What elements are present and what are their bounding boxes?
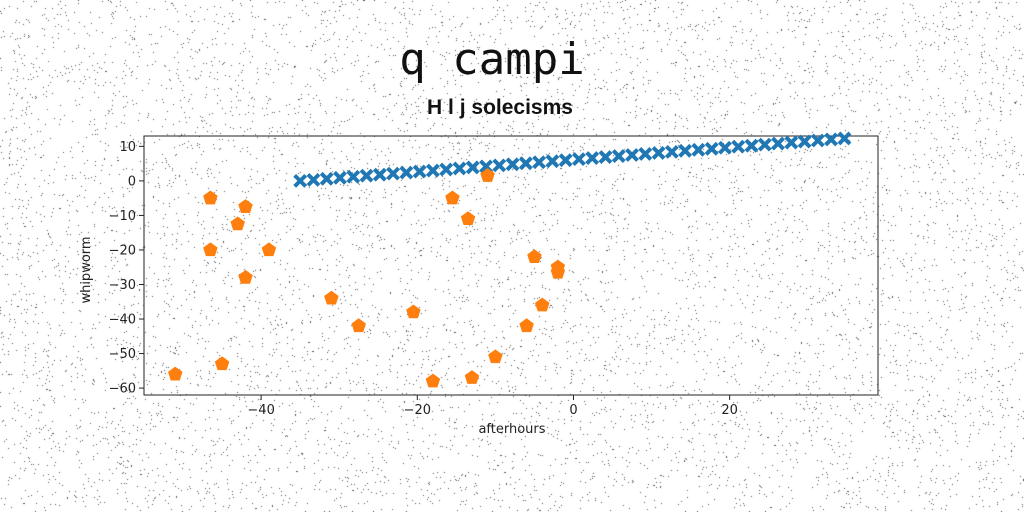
pentagon-marker-point [550, 264, 566, 279]
x-marker-point [704, 141, 719, 156]
x-marker-point [572, 152, 586, 167]
x-marker-point [545, 154, 560, 169]
x-marker-point [678, 143, 693, 158]
data-marks [167, 131, 852, 388]
x-marker-point [625, 148, 639, 162]
x-marker-point [598, 150, 613, 164]
chart-subtitle: H l j solecisms [427, 96, 573, 119]
x-marker-point [784, 135, 799, 150]
axis-ticks: −40 −20 0 20 10 0 −10 −20 −30 −40 −50 −60 [109, 140, 738, 418]
pentagon-marker-point [351, 318, 366, 333]
x-tick-label: 0 [569, 403, 577, 418]
y-tick-label: 0 [128, 174, 136, 189]
y-tick-label: −10 [109, 209, 136, 224]
pentagon-marker-point [425, 373, 441, 388]
pentagon-marker-point [203, 190, 218, 205]
x-marker-point [824, 132, 839, 147]
plot-frame [143, 135, 879, 396]
pentagon-marker-point [261, 242, 277, 257]
chart-title: q campi [399, 34, 584, 85]
y-axis-label: whipworm [79, 236, 94, 303]
x-marker-point [372, 167, 387, 182]
x-marker-point [691, 142, 706, 157]
pentagon-marker-point [527, 249, 542, 264]
x-marker-point [333, 170, 347, 185]
pentagon-marker-point [324, 290, 339, 305]
x-marker-point [452, 161, 467, 176]
x-marker-point [771, 136, 785, 151]
pentagon-marker-point [238, 199, 253, 213]
x-marker-point [426, 163, 440, 178]
x-marker-point [399, 165, 414, 180]
plot-area: −40 −20 0 20 10 0 −10 −20 −30 −40 −50 −60 [109, 131, 879, 418]
pentagon-marker-point [534, 297, 550, 312]
pentagon-marker-point [519, 318, 534, 333]
x-marker-point [810, 133, 825, 148]
x-marker-point [346, 169, 361, 184]
x-marker-point [837, 131, 852, 146]
y-tick-label: −30 [109, 278, 136, 293]
pentagon-marker-point [480, 168, 495, 182]
x-marker-point [611, 149, 626, 163]
x-marker-point [664, 144, 679, 159]
pentagon-marker-point [488, 349, 503, 364]
x-axis-label: afterhours [478, 422, 545, 437]
x-tick-label: −20 [404, 403, 431, 418]
y-tick-label: −60 [109, 382, 136, 397]
x-marker-point [797, 134, 812, 149]
x-marker-point [412, 164, 427, 179]
x-marker-point [532, 155, 547, 170]
pentagon-marker-point [460, 211, 476, 226]
x-marker-point [718, 140, 732, 155]
x-marker-point [492, 158, 507, 173]
x-marker-point [359, 168, 374, 183]
x-marker-point [293, 173, 308, 188]
pentagon-marker-point [406, 304, 421, 319]
y-tick-label: −40 [109, 313, 136, 328]
x-marker-point [518, 156, 533, 171]
x-tick-label: −40 [247, 403, 274, 418]
x-marker-point [465, 160, 480, 175]
y-tick-label: −20 [109, 243, 136, 258]
x-marker-point [306, 172, 321, 187]
pentagon-marker-point [445, 190, 460, 205]
pentagon-marker-point [167, 366, 183, 381]
x-marker-point [585, 151, 600, 166]
x-marker-point [319, 171, 334, 186]
pentagon-marker-point [214, 356, 230, 371]
pentagon-marker-point [230, 216, 245, 231]
x-tick-label: 20 [721, 403, 738, 418]
pentagon-marker-point [238, 269, 253, 284]
pentagon-marker-point [464, 370, 480, 384]
x-marker-point [651, 146, 666, 160]
x-marker-point [757, 137, 772, 152]
x-marker-point [744, 138, 759, 153]
x-marker-point [386, 166, 401, 181]
x-marker-point [731, 139, 746, 154]
x-marker-point [505, 157, 520, 172]
y-tick-label: 10 [119, 140, 136, 155]
pentagon-marker-point [203, 242, 218, 257]
x-marker-point [638, 147, 653, 161]
x-marker-point [439, 162, 454, 177]
y-tick-label: −50 [109, 347, 136, 362]
x-marker-point [558, 153, 573, 168]
